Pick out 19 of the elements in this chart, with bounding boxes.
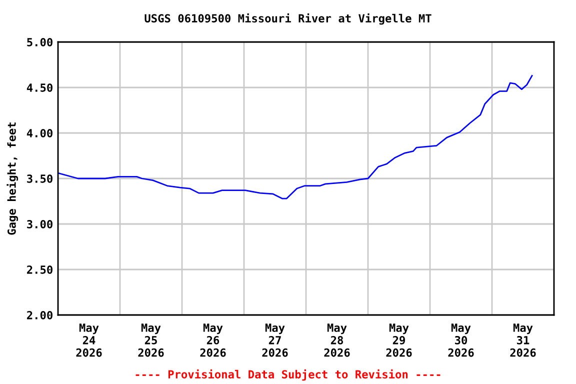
x-tick-label: May 31 2026 bbox=[510, 324, 536, 357]
line-series bbox=[58, 74, 533, 200]
y-tick-label: 4.50 bbox=[26, 83, 52, 92]
y-axis-title: Gage height, feet bbox=[6, 122, 18, 235]
x-tick-label: May 29 2026 bbox=[386, 324, 412, 357]
x-tick-label: May 30 2026 bbox=[448, 324, 474, 357]
y-tick-label: 2.00 bbox=[27, 310, 52, 320]
x-tick-label: May 26 2026 bbox=[200, 324, 226, 357]
y-tick-label: 3.50 bbox=[27, 174, 52, 183]
x-tick-label: May 24 2026 bbox=[76, 324, 102, 357]
chart-title: USGS 06109500 Missouri River at Virgelle MT bbox=[144, 13, 432, 25]
text: ---- Provisional Data Subject to Revision ---- bbox=[136, 369, 440, 381]
x-tick-label: May 27 2026 bbox=[262, 324, 288, 357]
y-tick-label: 2.50 bbox=[27, 265, 52, 274]
y-tick-label: 5.00 bbox=[27, 38, 52, 46]
x-tick-label: May 28 2026 bbox=[324, 324, 350, 357]
x-tick-label: May 25 2026 bbox=[138, 324, 164, 357]
y-tick-label: 4.00 bbox=[26, 128, 52, 138]
y-tick-label: 3.00 bbox=[27, 220, 52, 228]
